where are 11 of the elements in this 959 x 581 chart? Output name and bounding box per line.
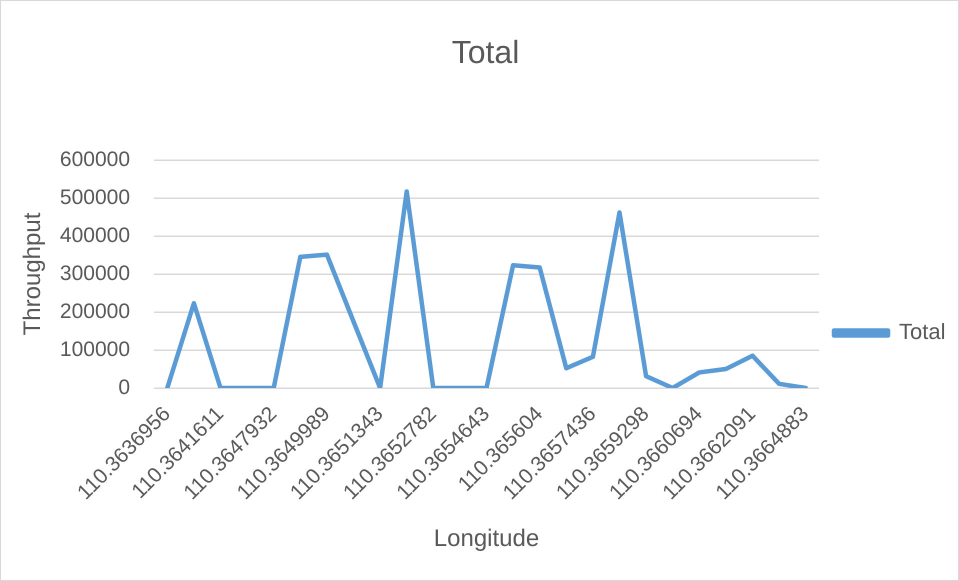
y-tick-label: 600000 xyxy=(60,148,130,171)
y-tick-label: 500000 xyxy=(60,186,130,209)
y-tick-label: 300000 xyxy=(60,262,130,285)
y-axis-title: Throughput xyxy=(19,212,46,336)
x-axis-title: Longitude xyxy=(434,525,540,552)
y-tick-label: 200000 xyxy=(60,300,130,323)
legend-label: Total xyxy=(899,319,946,344)
y-tick-label: 400000 xyxy=(60,224,130,247)
y-tick-label: 0 xyxy=(118,376,130,399)
chart-title: Total xyxy=(452,34,520,70)
y-tick-label: 100000 xyxy=(60,338,130,361)
